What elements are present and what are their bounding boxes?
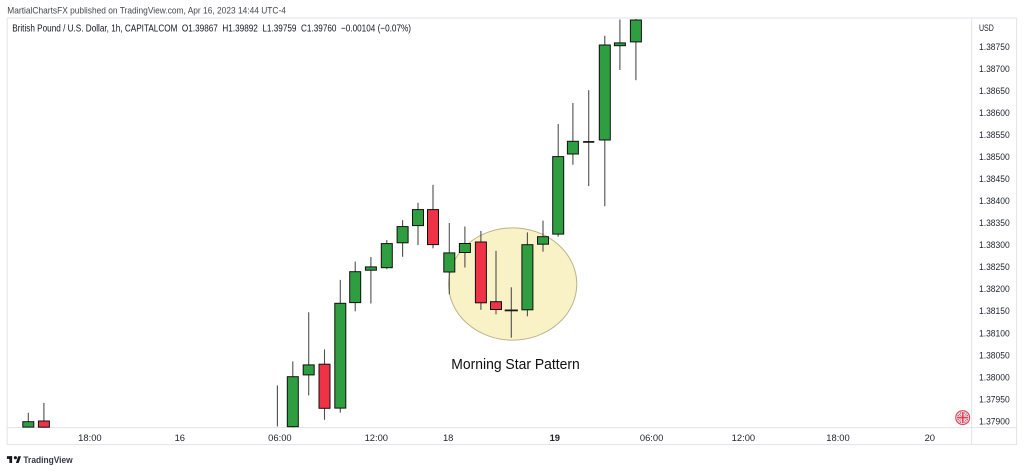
svg-text:1.38000: 1.38000 — [979, 371, 1010, 382]
svg-text:1.38750: 1.38750 — [979, 41, 1010, 52]
svg-text:1.38150: 1.38150 — [979, 305, 1010, 316]
svg-text:16: 16 — [175, 432, 185, 443]
svg-text:1.38100: 1.38100 — [979, 327, 1010, 338]
svg-text:12:00: 12:00 — [732, 432, 755, 443]
svg-text:1.38700: 1.38700 — [979, 63, 1010, 74]
svg-text:06:00: 06:00 — [268, 432, 291, 443]
svg-text:1.38600: 1.38600 — [979, 107, 1010, 118]
svg-text:1.38450: 1.38450 — [979, 173, 1010, 184]
svg-text:1.38650: 1.38650 — [979, 85, 1010, 96]
svg-text:06:00: 06:00 — [640, 432, 663, 443]
svg-text:18: 18 — [443, 432, 453, 443]
svg-text:MartialChartsFX published on T: MartialChartsFX published on TradingView… — [7, 5, 286, 16]
svg-text:1.38500: 1.38500 — [979, 151, 1010, 162]
svg-text:1.38300: 1.38300 — [979, 239, 1010, 250]
svg-text:1.38250: 1.38250 — [979, 261, 1010, 272]
svg-text:1.38050: 1.38050 — [979, 349, 1010, 360]
svg-text:1.38400: 1.38400 — [979, 195, 1010, 206]
svg-text:Morning Star Pattern: Morning Star Pattern — [451, 356, 580, 373]
svg-text:12:00: 12:00 — [365, 432, 388, 443]
svg-text:1.37900: 1.37900 — [979, 415, 1010, 426]
svg-text:1.37950: 1.37950 — [979, 393, 1010, 404]
svg-text:TradingView: TradingView — [23, 455, 73, 466]
svg-text:British Pound / U.S. Dollar, 1: British Pound / U.S. Dollar, 1h, CAPITAL… — [12, 24, 411, 35]
svg-text:20: 20 — [925, 432, 935, 443]
svg-text:18:00: 18:00 — [78, 432, 101, 443]
svg-text:1.38550: 1.38550 — [979, 129, 1010, 140]
svg-text:1.38200: 1.38200 — [979, 283, 1010, 294]
svg-text:19: 19 — [550, 432, 560, 443]
svg-text:18:00: 18:00 — [826, 432, 849, 443]
svg-text:1.38350: 1.38350 — [979, 217, 1010, 228]
svg-text:USD: USD — [979, 22, 994, 33]
